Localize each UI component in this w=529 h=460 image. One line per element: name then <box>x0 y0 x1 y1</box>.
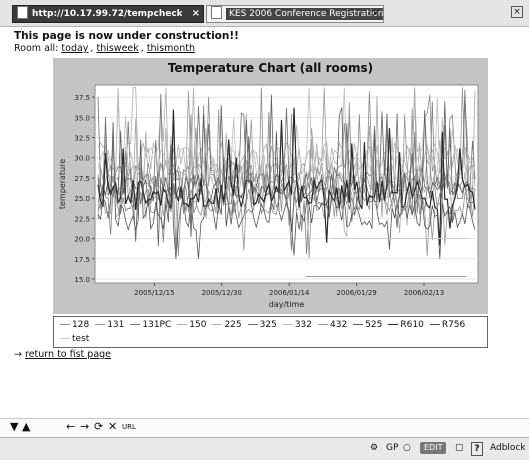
link-today[interactable]: today <box>61 43 89 54</box>
edit-button[interactable]: EDIT <box>420 442 447 454</box>
legend-label: R756 <box>441 320 466 330</box>
x-tick-label: 2005/12/30 <box>202 289 242 297</box>
legend-item-325: 325 <box>247 320 277 330</box>
adblock-button[interactable]: Adblock <box>490 443 526 453</box>
window-close-icon[interactable]: × <box>511 6 523 18</box>
construction-notice: This page is now under construction!! <box>14 30 239 42</box>
legend-label: 131 <box>107 320 125 330</box>
legend-label: 128 <box>72 320 90 330</box>
legend-label: 131PC <box>142 320 172 330</box>
y-tick-label: 35.0 <box>74 114 90 122</box>
legend-item-test: test <box>60 334 89 344</box>
series-line-332 <box>97 87 476 216</box>
chart-legend: 128 131 131PC 150 225 325 332 432 525 R610 R756 te… <box>53 316 488 348</box>
chart-title: Temperature Chart (all rooms) <box>168 61 373 75</box>
room-all-links: Room all: today, thisweek, thismonth <box>14 43 195 54</box>
room-all-label: Room all: <box>14 43 59 54</box>
y-tick-label: 32.5 <box>74 135 90 143</box>
legend-label: test <box>72 334 90 344</box>
series-line-225 <box>97 86 476 175</box>
y-tick-label: 30.0 <box>74 155 90 163</box>
gear-icon[interactable]: ⚙ <box>370 443 379 453</box>
circle-icon: ○ <box>403 443 411 453</box>
legend-item-525: 525 <box>353 320 382 330</box>
y-tick-label: 37.5 <box>74 94 90 102</box>
legend-swatch <box>60 338 70 339</box>
legend-swatch <box>388 324 399 325</box>
x-tick-label: 2005/12/15 <box>134 289 174 297</box>
tab-bar: http://10.17.99.72/tempcheck/r... × KES … <box>0 0 529 27</box>
legend-swatch <box>212 324 223 325</box>
y-tick-label: 25.0 <box>74 195 90 203</box>
forward-icon[interactable]: → <box>80 420 90 433</box>
series-line-r610 <box>97 107 476 246</box>
x-tick-label: 2006/02/13 <box>404 289 444 297</box>
legend-label: R610 <box>400 320 424 330</box>
y-tick-label: 17.5 <box>74 256 90 264</box>
scroll-down-icon[interactable]: ▼ <box>10 420 19 433</box>
legend-swatch <box>282 324 293 325</box>
legend-swatch <box>318 324 329 325</box>
x-axis-label: day/time <box>269 300 305 309</box>
page-icon <box>211 6 222 19</box>
legend-item-r610: R610 <box>388 320 424 330</box>
temperature-chart: Temperature Chart (all rooms) 37.5 35.0 32.… <box>53 58 488 314</box>
legend-item-131pc: 131PC <box>130 320 171 330</box>
browser-toolbar: ▼ ▲ ← → ⟳ ✕ URL <box>0 418 529 437</box>
tab-tempcheck[interactable]: http://10.17.99.72/tempcheck/r... × <box>12 5 204 23</box>
series-line-r756 <box>97 122 476 259</box>
legend-item-r756: R756 <box>429 320 466 330</box>
reload-icon[interactable]: ⟳ <box>94 420 104 433</box>
y-tick-label: 27.5 <box>74 175 90 183</box>
legend-item-150: 150 <box>177 320 206 330</box>
legend-item-332: 332 <box>282 320 313 330</box>
page-icon <box>17 6 28 19</box>
tab-close-icon[interactable]: × <box>191 8 200 19</box>
return-to-first-page-link[interactable]: return to fist page <box>25 349 112 360</box>
back-icon[interactable]: ← <box>66 420 76 433</box>
x-tick-label: 2006/01/14 <box>269 289 310 297</box>
legend-label: 432 <box>330 320 348 330</box>
tab-close-icon[interactable]: × <box>371 8 380 19</box>
legend-row: 128 131 131PC 150 225 325 332 432 525 R610 R756 <box>60 320 471 330</box>
stop-icon[interactable]: ✕ <box>108 420 118 433</box>
legend-label: 325 <box>259 320 277 330</box>
legend-label: 525 <box>365 320 383 330</box>
legend-swatch <box>130 324 141 325</box>
legend-label: 150 <box>189 320 207 330</box>
url-button[interactable]: URL <box>122 423 136 431</box>
x-tick-label: 2006/01/29 <box>336 289 376 297</box>
legend-label: 332 <box>294 320 313 330</box>
series-line-325 <box>97 89 476 222</box>
chart-svg: Temperature Chart (all rooms) 37.5 35.0 32.… <box>53 58 488 314</box>
legend-item-432: 432 <box>318 320 347 330</box>
y-tick-label: 22.5 <box>74 215 90 223</box>
y-tick-label: 20.0 <box>74 236 90 244</box>
series-line-128 <box>97 87 476 224</box>
tab-kes-registration[interactable]: KES 2006 Conference Registration × <box>206 5 384 23</box>
scroll-up-icon[interactable]: ▲ <box>22 420 31 433</box>
arrow-right-icon: → <box>14 349 22 360</box>
legend-swatch <box>429 324 440 325</box>
y-axis-label: temperature <box>58 159 67 209</box>
help-button[interactable]: ? <box>471 442 483 456</box>
link-thisweek[interactable]: thisweek <box>96 43 139 54</box>
gp-indicator[interactable]: GP <box>386 443 399 453</box>
link-thismonth[interactable]: thismonth <box>146 43 195 54</box>
window-icon[interactable]: ▢ <box>455 443 464 453</box>
legend-swatch <box>95 324 106 325</box>
legend-swatch <box>353 324 364 325</box>
legend-row: test <box>60 334 95 344</box>
y-tick-label: 15.0 <box>74 276 90 284</box>
return-link-row: → return to fist page <box>14 349 111 360</box>
legend-item-225: 225 <box>212 320 242 330</box>
status-bar: ⚙ GP ○ EDIT ▢ ? Adblock <box>0 437 529 460</box>
legend-item-131: 131 <box>95 320 124 330</box>
legend-swatch <box>247 324 258 325</box>
legend-item-128: 128 <box>60 320 89 330</box>
legend-swatch <box>177 324 188 325</box>
legend-swatch <box>60 324 70 325</box>
series-line-525 <box>97 94 476 247</box>
legend-label: 225 <box>224 320 242 330</box>
